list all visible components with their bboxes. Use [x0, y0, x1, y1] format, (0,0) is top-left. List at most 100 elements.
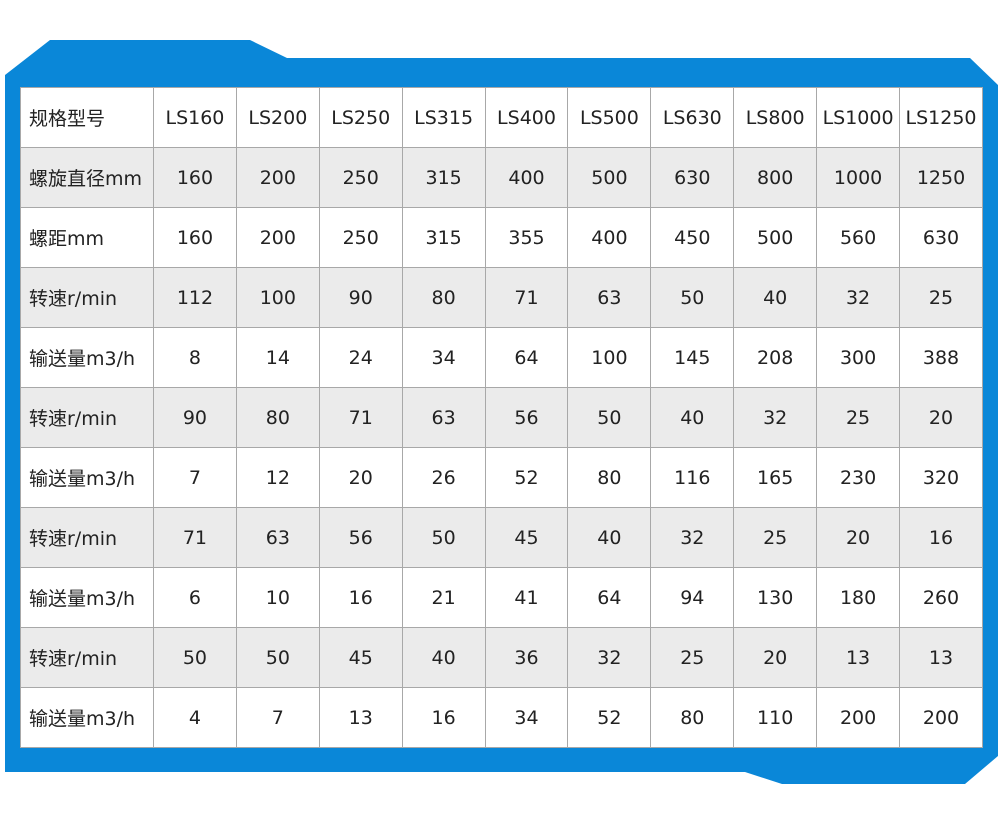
- model-header-cell: LS500: [567, 87, 652, 148]
- value-cell: 90: [153, 387, 237, 448]
- value-cell: 25: [816, 387, 901, 448]
- value-cell: 52: [484, 447, 569, 508]
- model-header-cell: LS200: [235, 87, 320, 148]
- value-cell: 94: [650, 567, 735, 628]
- value-cell: 200: [816, 687, 901, 748]
- value-cell: 250: [318, 207, 403, 268]
- row-label: 规格型号: [20, 87, 154, 148]
- value-cell: 45: [484, 507, 569, 568]
- value-cell: 165: [733, 447, 818, 508]
- value-cell: 40: [650, 387, 735, 448]
- value-cell: 24: [318, 327, 403, 388]
- value-cell: 260: [899, 567, 983, 628]
- value-cell: 250: [318, 147, 403, 208]
- value-cell: 32: [733, 387, 818, 448]
- row-label: 转速r/min: [20, 507, 154, 568]
- value-cell: 388: [899, 327, 983, 388]
- value-cell: 500: [733, 207, 818, 268]
- value-cell: 80: [401, 267, 486, 328]
- model-header-cell: LS630: [650, 87, 735, 148]
- value-cell: 200: [899, 687, 983, 748]
- value-cell: 14: [235, 327, 320, 388]
- value-cell: 64: [567, 567, 652, 628]
- value-cell: 13: [816, 627, 901, 688]
- value-cell: 80: [650, 687, 735, 748]
- value-cell: 400: [484, 147, 569, 208]
- value-cell: 110: [733, 687, 818, 748]
- table-row: 转速r/min 50 50 45 40 36 32 25 20 13 13: [20, 627, 983, 688]
- value-cell: 13: [318, 687, 403, 748]
- value-cell: 63: [567, 267, 652, 328]
- table-row: 输送量m3/h 6 10 16 21 41 64 94 130 180 260: [20, 567, 983, 628]
- value-cell: 50: [235, 627, 320, 688]
- value-cell: 800: [733, 147, 818, 208]
- value-cell: 200: [235, 147, 320, 208]
- table-row: 转速r/min 90 80 71 63 56 50 40 32 25 20: [20, 387, 983, 448]
- value-cell: 200: [235, 207, 320, 268]
- value-cell: 25: [899, 267, 983, 328]
- value-cell: 7: [235, 687, 320, 748]
- value-cell: 20: [318, 447, 403, 508]
- value-cell: 1250: [899, 147, 983, 208]
- model-header-cell: LS400: [484, 87, 569, 148]
- value-cell: 16: [899, 507, 983, 568]
- value-cell: 1000: [816, 147, 901, 208]
- value-cell: 400: [567, 207, 652, 268]
- row-label: 转速r/min: [20, 627, 154, 688]
- value-cell: 12: [235, 447, 320, 508]
- row-label: 转速r/min: [20, 387, 154, 448]
- value-cell: 130: [733, 567, 818, 628]
- value-cell: 25: [650, 627, 735, 688]
- value-cell: 180: [816, 567, 901, 628]
- row-label: 螺距mm: [20, 207, 154, 268]
- value-cell: 8: [153, 327, 237, 388]
- value-cell: 208: [733, 327, 818, 388]
- value-cell: 50: [153, 627, 237, 688]
- model-header-cell: LS800: [733, 87, 818, 148]
- value-cell: 315: [401, 147, 486, 208]
- value-cell: 50: [650, 267, 735, 328]
- value-cell: 71: [153, 507, 237, 568]
- table-row: 输送量m3/h 4 7 13 16 34 52 80 110 200 200: [20, 687, 983, 748]
- value-cell: 40: [401, 627, 486, 688]
- value-cell: 116: [650, 447, 735, 508]
- value-cell: 40: [567, 507, 652, 568]
- value-cell: 16: [401, 687, 486, 748]
- value-cell: 6: [153, 567, 237, 628]
- value-cell: 21: [401, 567, 486, 628]
- spec-table: 规格型号 LS160 LS200 LS250 LS315 LS400 LS500 LS630 L…: [20, 87, 983, 748]
- value-cell: 25: [733, 507, 818, 568]
- row-label: 螺旋直径mm: [20, 147, 154, 208]
- table-row: 输送量m3/h 8 14 24 34 64 100 145 208 300 388: [20, 327, 983, 388]
- value-cell: 34: [484, 687, 569, 748]
- value-cell: 52: [567, 687, 652, 748]
- value-cell: 230: [816, 447, 901, 508]
- row-label: 输送量m3/h: [20, 447, 154, 508]
- value-cell: 630: [650, 147, 735, 208]
- value-cell: 4: [153, 687, 237, 748]
- value-cell: 90: [318, 267, 403, 328]
- value-cell: 41: [484, 567, 569, 628]
- table-row: 转速r/min 71 63 56 50 45 40 32 25 20 16: [20, 507, 983, 568]
- value-cell: 100: [235, 267, 320, 328]
- model-header-cell: LS250: [318, 87, 403, 148]
- value-cell: 32: [816, 267, 901, 328]
- value-cell: 63: [401, 387, 486, 448]
- value-cell: 45: [318, 627, 403, 688]
- value-cell: 56: [318, 507, 403, 568]
- table-row: 螺距mm 160 200 250 315 355 400 450 500 560 630: [20, 207, 983, 268]
- value-cell: 64: [484, 327, 569, 388]
- value-cell: 32: [567, 627, 652, 688]
- header-row: 规格型号 LS160 LS200 LS250 LS315 LS400 LS500 LS630 L…: [20, 87, 983, 148]
- value-cell: 160: [153, 207, 237, 268]
- value-cell: 7: [153, 447, 237, 508]
- value-cell: 500: [567, 147, 652, 208]
- value-cell: 20: [816, 507, 901, 568]
- value-cell: 20: [733, 627, 818, 688]
- value-cell: 10: [235, 567, 320, 628]
- value-cell: 20: [899, 387, 983, 448]
- row-label: 转速r/min: [20, 267, 154, 328]
- model-header-cell: LS315: [401, 87, 486, 148]
- value-cell: 36: [484, 627, 569, 688]
- value-cell: 160: [153, 147, 237, 208]
